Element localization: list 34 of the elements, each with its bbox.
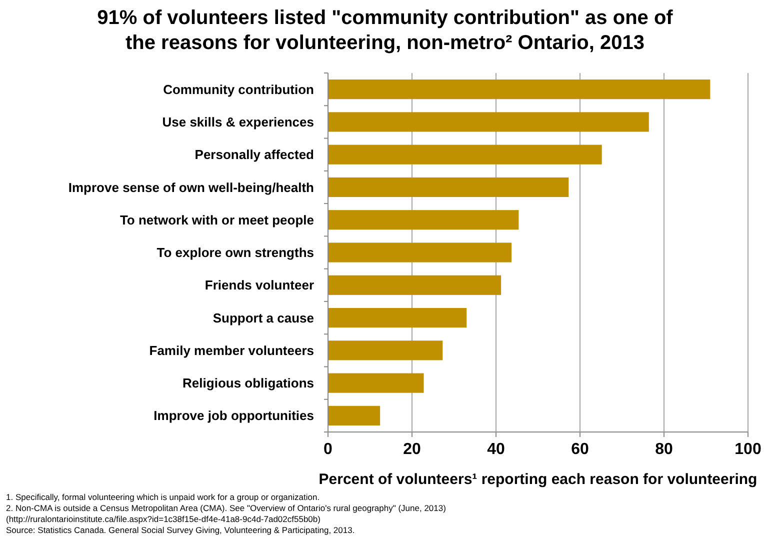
x-tick-label: 100 <box>734 441 762 458</box>
source-note: Source: Statistics Canada. General Social Survey Giving, Volunteering & Participating, 2013. <box>6 525 355 535</box>
text: (http://ruralontarioinstitute.ca/file.aspx?id=1c38f15e-df4e-41a8-9c4d-7ad02cf55b0b) <box>6 514 321 524</box>
bar <box>328 210 519 230</box>
bar <box>328 112 649 132</box>
chart-title: 91% of volunteers listed "community contribution" as one of the reasons for volunteering, non-metro² Ontario, 2013 <box>97 7 674 54</box>
y-tick-label: Religious obligations <box>182 376 314 391</box>
y-tick-label: Use skills & experiences <box>162 114 314 130</box>
x-tick-label: 0 <box>324 441 333 458</box>
x-axis-title: Percent of volunteers¹ reporting each reason for volunteering <box>318 471 758 488</box>
y-tick-label: Improve job opportunities <box>154 408 314 424</box>
x-tick-label: 20 <box>403 441 421 458</box>
text: 1. Specifically, formal volunteering which is unpaid work for a group or organization. <box>6 492 320 502</box>
bar <box>328 406 380 426</box>
bar <box>328 80 710 100</box>
y-tick-label: Personally affected <box>194 147 314 162</box>
y-tick-label: Friends volunteer <box>204 278 314 293</box>
y-tick-label: Community contribution <box>163 82 314 97</box>
y-tick-label: Improve sense of own well-being/health <box>68 180 314 195</box>
y-tick-label: Family member volunteers <box>149 342 314 358</box>
x-tick-label: 40 <box>487 441 505 458</box>
bar <box>328 373 424 393</box>
text: 2. Non-CMA is outside a Census Metropolitan Area (CMA). See "Overview of Ontario's rural geography" (June, 2013) <box>6 503 446 513</box>
bar <box>328 340 443 360</box>
y-tick-label: To network with or meet people <box>120 212 314 228</box>
bar <box>328 177 569 198</box>
x-tick-label: 60 <box>571 441 589 458</box>
bar <box>328 275 502 295</box>
bar <box>328 308 467 328</box>
bar <box>328 242 512 262</box>
x-tick-label: 80 <box>655 441 673 458</box>
y-tick-label: To explore own strengths <box>156 245 314 260</box>
y-tick-label: Support a cause <box>212 310 314 326</box>
bar <box>328 144 602 164</box>
